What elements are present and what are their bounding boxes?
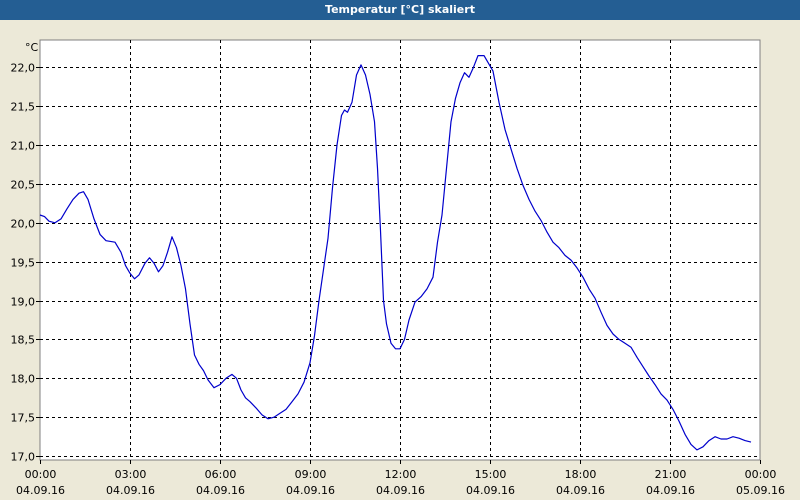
x-tick-date-label: 04.09.16 [106, 484, 155, 497]
x-tick-time-label: 06:00 [205, 468, 237, 481]
y-tick-label: 17,5 [11, 412, 36, 425]
y-axis-unit-label: °C [25, 41, 39, 54]
x-tick-time-label: 00:00 [745, 468, 777, 481]
series-layer [39, 55, 752, 451]
temperature-chart: 17,0 17,5 18,0 18,5 19,0 19,5 20,0 20,5 21,0 21,5… [11, 39, 785, 497]
y-tick-label: 21,5 [11, 101, 36, 114]
x-tick-date-label: 04.09.16 [196, 484, 245, 497]
x-tick-date-label: 04.09.16 [646, 484, 695, 497]
y-tick-label: 20,5 [11, 179, 36, 192]
x-tick-time-label: 09:00 [295, 468, 327, 481]
x-tick-labels: 00:00 04.09.16 03:00 04.09.16 06:00 04.09.16 0… [16, 468, 785, 497]
y-tick-label: 18,0 [11, 373, 36, 386]
y-tick-label: 17,0 [11, 451, 36, 464]
y-tick-label: 21,0 [11, 140, 36, 153]
temperature-series-line [39, 55, 752, 451]
grid-lines [36, 40, 761, 464]
x-tick-date-label: 04.09.16 [16, 484, 65, 497]
x-tick-date-label: 04.09.16 [466, 484, 515, 497]
y-tick-label: 19,0 [11, 296, 36, 309]
x-tick-time-label: 12:00 [385, 468, 417, 481]
y-tick-label: 19,5 [11, 257, 36, 270]
x-tick-time-label: 15:00 [475, 468, 507, 481]
x-tick-time-label: 03:00 [115, 468, 147, 481]
x-tick-time-label: 00:00 [25, 468, 57, 481]
window-title: Temperatur [°C] skaliert [0, 0, 800, 20]
x-tick-date-label: 04.09.16 [286, 484, 335, 497]
y-tick-label: 20,0 [11, 218, 36, 231]
y-tick-labels: 17,0 17,5 18,0 18,5 19,0 19,5 20,0 20,5 21,0 21,5… [11, 62, 36, 464]
x-tick-time-label: 21:00 [655, 468, 687, 481]
x-tick-date-label: 04.09.16 [376, 484, 425, 497]
x-tick-time-label: 18:00 [565, 468, 597, 481]
x-tick-date-label: 04.09.16 [556, 484, 605, 497]
y-tick-label: 22,0 [11, 62, 36, 75]
y-tick-label: 18,5 [11, 334, 36, 347]
x-tick-date-label: 05.09.16 [736, 484, 785, 497]
